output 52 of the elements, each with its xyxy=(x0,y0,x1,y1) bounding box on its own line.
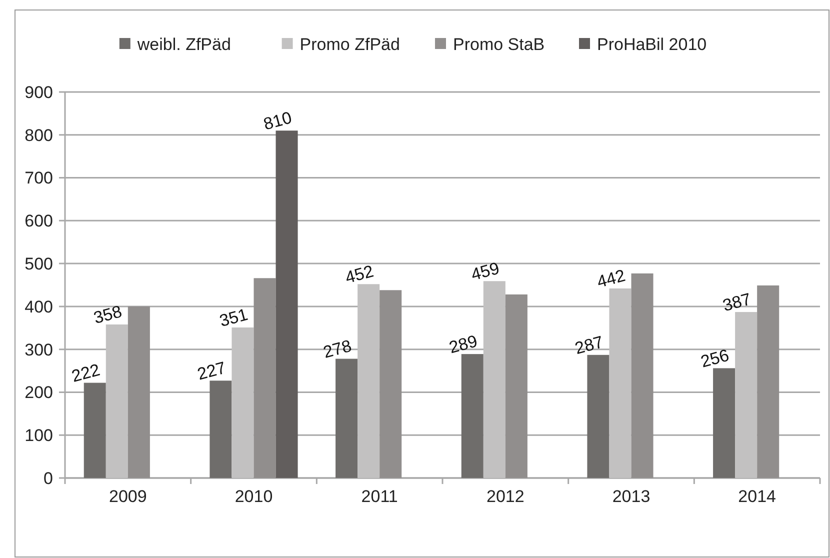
data-label: 452 xyxy=(343,262,376,288)
y-tick-label: 100 xyxy=(24,426,53,446)
bar xyxy=(609,288,632,478)
bar xyxy=(254,278,276,478)
bar xyxy=(106,324,128,478)
x-tick-label: 2013 xyxy=(612,487,650,506)
x-tick-label: 2009 xyxy=(109,487,147,506)
y-tick-label: 0 xyxy=(44,468,53,488)
bar xyxy=(483,281,506,478)
y-tick-label: 600 xyxy=(24,212,53,231)
bar xyxy=(276,130,298,478)
bar xyxy=(358,284,380,478)
y-tick-label: 400 xyxy=(24,297,53,316)
legend-label: weibl. ZfPäd xyxy=(136,34,231,54)
y-tick-label: 300 xyxy=(24,340,53,360)
bar xyxy=(735,312,758,478)
legend-label: Promo StaB xyxy=(453,34,545,54)
bar xyxy=(336,358,358,478)
data-label: 256 xyxy=(698,346,732,372)
y-tick-label: 700 xyxy=(24,168,53,188)
data-label: 810 xyxy=(261,108,294,134)
data-label: 387 xyxy=(720,290,754,316)
bar xyxy=(757,285,780,478)
bar xyxy=(84,382,106,478)
data-label: 222 xyxy=(70,360,102,386)
bar xyxy=(128,306,150,478)
bar xyxy=(461,354,484,478)
bar xyxy=(380,290,402,478)
data-label: 442 xyxy=(594,266,628,292)
data-label: 278 xyxy=(321,336,354,362)
y-tick-label: 500 xyxy=(24,254,53,274)
bar xyxy=(631,273,654,478)
bar xyxy=(232,327,254,478)
bar xyxy=(713,368,736,478)
data-label: 289 xyxy=(447,332,480,358)
x-tick-label: 2012 xyxy=(486,487,524,506)
data-label: 287 xyxy=(572,332,606,358)
data-label: 227 xyxy=(195,358,228,384)
bar xyxy=(587,354,610,478)
y-tick-label: 200 xyxy=(24,383,53,402)
x-tick-label: 2010 xyxy=(234,487,273,506)
legend-label: Promo ZfPäd xyxy=(300,34,400,54)
data-label: 459 xyxy=(469,258,502,284)
data-label: 358 xyxy=(92,302,124,328)
data-label: 351 xyxy=(217,304,250,331)
bar xyxy=(505,294,528,478)
y-tick-label: 900 xyxy=(24,82,53,102)
x-tick-label: 2011 xyxy=(361,487,398,506)
x-tick-label: 2014 xyxy=(738,487,776,506)
legend-label: ProHaBil 2010 xyxy=(597,34,707,54)
y-tick-label: 800 xyxy=(24,126,53,145)
bar xyxy=(210,380,232,478)
